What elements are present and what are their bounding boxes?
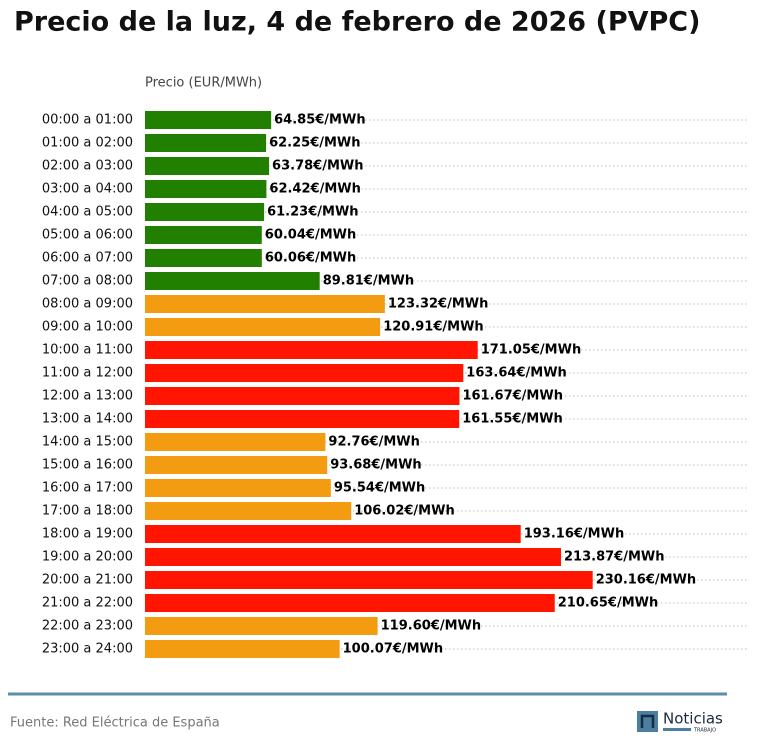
logo-text: Noticias (663, 710, 723, 728)
bar (145, 226, 262, 244)
y-tick-label: 20:00 a 21:00 (42, 573, 133, 588)
bar (145, 456, 328, 474)
value-label: 161.67€/MWh (462, 389, 563, 404)
bar (145, 111, 272, 129)
y-tick-label: 19:00 a 20:00 (42, 550, 133, 565)
y-tick-label: 17:00 a 18:00 (42, 504, 133, 519)
y-tick-label: 01:00 a 02:00 (42, 136, 133, 151)
y-tick-label: 10:00 a 11:00 (42, 343, 133, 358)
y-tick-label: 04:00 a 05:00 (42, 205, 133, 220)
bar (145, 502, 352, 520)
y-tick-label: 18:00 a 19:00 (42, 527, 133, 542)
value-label: 92.76€/MWh (328, 435, 419, 450)
logo-sub: TRABAJO (693, 728, 716, 734)
bar (145, 180, 267, 198)
y-tick-label: 23:00 a 24:00 (42, 642, 133, 657)
logo-bar (663, 728, 691, 731)
value-label: 64.85€/MWh (274, 113, 365, 128)
bar (145, 617, 378, 635)
bar (145, 318, 381, 336)
y-tick-label: 21:00 a 22:00 (42, 596, 133, 611)
bar (145, 387, 460, 405)
y-tick-label: 09:00 a 10:00 (42, 320, 133, 335)
bar (145, 157, 270, 175)
y-tick-label: 08:00 a 09:00 (42, 297, 133, 312)
value-label: 193.16€/MWh (524, 527, 625, 542)
y-tick-label: 13:00 a 14:00 (42, 412, 133, 427)
value-label: 93.68€/MWh (330, 458, 421, 473)
bar (145, 479, 331, 497)
bar (145, 410, 460, 428)
value-label: 171.05€/MWh (481, 343, 582, 358)
y-tick-label: 06:00 a 07:00 (42, 251, 133, 266)
bar (145, 594, 555, 612)
value-label: 123.32€/MWh (388, 297, 489, 312)
value-label: 100.07€/MWh (343, 642, 444, 657)
value-label: 61.23€/MWh (267, 205, 358, 220)
value-label: 230.16€/MWh (596, 573, 697, 588)
source: Fuente: Red Eléctrica de España (10, 716, 220, 731)
bar (145, 364, 464, 382)
value-label: 60.06€/MWh (265, 251, 356, 266)
bar (145, 134, 267, 152)
logo-icon (637, 711, 658, 732)
value-label: 89.81€/MWh (323, 274, 414, 289)
y-tick-label: 03:00 a 04:00 (42, 182, 133, 197)
chart-title: Precio de la luz, 4 de febrero de 2026 (… (14, 7, 700, 38)
y-tick-label: 16:00 a 17:00 (42, 481, 133, 496)
bar (145, 525, 521, 543)
value-label: 119.60€/MWh (381, 619, 482, 634)
bar (145, 341, 478, 359)
logo-glyph (640, 714, 655, 728)
value-label: 95.54€/MWh (334, 481, 425, 496)
bar (145, 295, 385, 313)
bar (145, 203, 265, 221)
value-label: 161.55€/MWh (462, 412, 563, 427)
bar (145, 640, 340, 658)
value-label: 213.87€/MWh (564, 550, 665, 565)
axis-label: Precio (EUR/MWh) (145, 76, 262, 91)
value-label: 106.02€/MWh (354, 504, 455, 519)
bar (145, 433, 326, 451)
bar (145, 249, 262, 267)
bar (145, 548, 562, 566)
value-label: 63.78€/MWh (272, 159, 363, 174)
y-tick-label: 12:00 a 13:00 (42, 389, 133, 404)
y-tick-label: 14:00 a 15:00 (42, 435, 133, 450)
value-label: 163.64€/MWh (466, 366, 566, 381)
value-label: 62.25€/MWh (269, 136, 360, 151)
value-label: 120.91€/MWh (383, 320, 484, 335)
value-label: 60.04€/MWh (265, 228, 356, 243)
y-tick-label: 15:00 a 16:00 (42, 458, 133, 473)
value-label: 210.65€/MWh (558, 596, 659, 611)
value-label: 62.42€/MWh (269, 182, 360, 197)
y-tick-label: 05:00 a 06:00 (42, 228, 133, 243)
y-tick-label: 11:00 a 12:00 (42, 366, 133, 381)
y-tick-label: 22:00 a 23:00 (42, 619, 133, 634)
bar (145, 272, 320, 290)
y-tick-label: 02:00 a 03:00 (42, 159, 133, 174)
bar (145, 571, 593, 589)
y-tick-label: 00:00 a 01:00 (42, 113, 133, 128)
y-tick-label: 07:00 a 08:00 (42, 274, 133, 289)
